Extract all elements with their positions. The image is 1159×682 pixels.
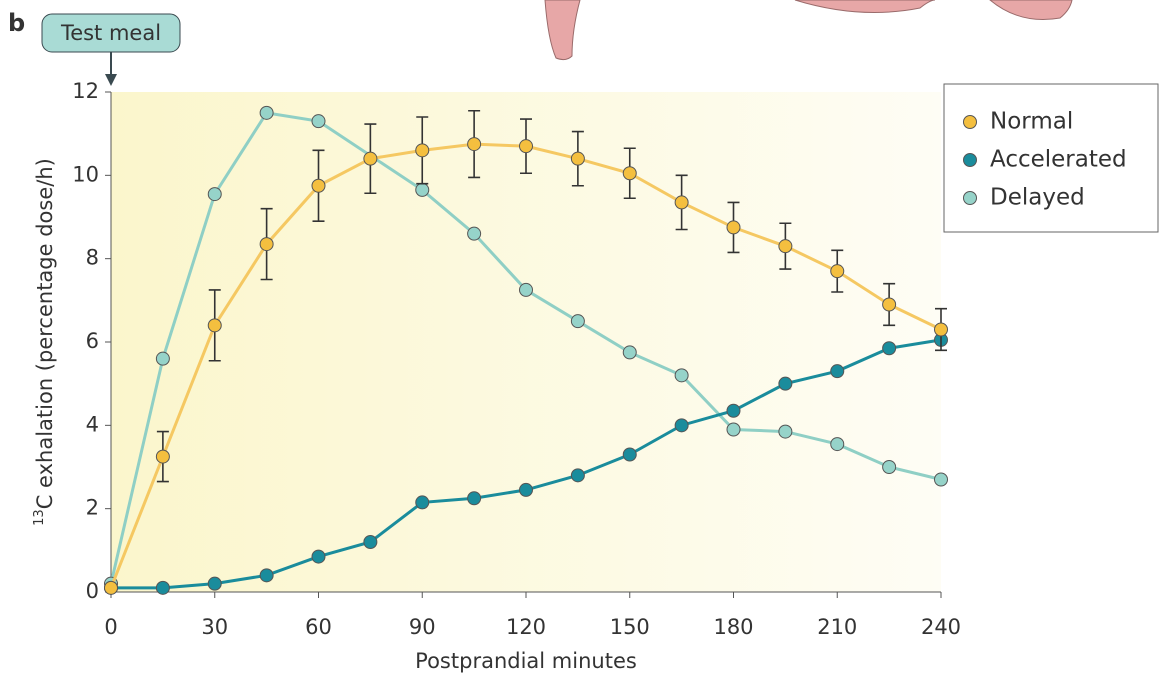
plot-background (111, 92, 941, 592)
marker (155, 449, 170, 464)
y-axis-label: 13C exhalation (percentage dose/h) (32, 158, 58, 526)
legend-label: Accelerated (990, 147, 1127, 173)
x-axis-label: Postprandial minutes (415, 649, 637, 673)
marker (726, 403, 741, 418)
illustration (544, 0, 581, 61)
marker (467, 226, 482, 241)
marker (674, 195, 689, 210)
marker (311, 549, 326, 564)
x-tick-label: 240 (921, 615, 961, 639)
marker (830, 437, 845, 452)
marker (259, 237, 274, 252)
marker (570, 151, 585, 166)
y-tick-label: 2 (86, 496, 99, 520)
x-tick-label: 150 (610, 615, 650, 639)
legend-label: Normal (990, 109, 1073, 135)
marker (934, 322, 948, 337)
y-tick-label: 10 (72, 162, 99, 186)
marker (882, 297, 897, 312)
marker (570, 468, 585, 483)
marker (778, 424, 793, 439)
marker (259, 105, 274, 120)
legend-marker (963, 191, 977, 205)
arrow-head (105, 74, 117, 86)
marker (778, 376, 793, 391)
legend-marker (963, 153, 977, 167)
y-axis-label-text: C exhalation (percentage dose/h) (33, 158, 57, 509)
marker (415, 143, 430, 158)
marker (674, 368, 689, 383)
marker (155, 580, 170, 595)
x-tick-label: 90 (409, 615, 436, 639)
x-tick-label: 0 (104, 615, 117, 639)
panel-label: b (8, 9, 25, 37)
x-tick-label: 60 (305, 615, 332, 639)
marker (778, 239, 793, 254)
x-tick-label: 120 (506, 615, 546, 639)
marker (519, 139, 533, 154)
illustration (794, 0, 1073, 21)
marker (415, 182, 430, 197)
x-tick-label: 180 (713, 615, 753, 639)
marker (726, 220, 741, 235)
marker (311, 114, 326, 129)
marker (259, 568, 274, 583)
marker (363, 535, 378, 549)
legend (943, 83, 1159, 233)
x-tick-label: 30 (201, 615, 228, 639)
marker (882, 460, 897, 474)
y-tick-label: 0 (86, 579, 99, 603)
y-tick-label: 12 (72, 79, 99, 103)
marker (570, 314, 585, 329)
marker (934, 472, 948, 487)
marker (155, 351, 170, 366)
marker (467, 491, 482, 506)
marker (830, 264, 845, 279)
annotation: Test meal (60, 21, 161, 45)
y-axis-label-sup: 13 (32, 509, 47, 526)
marker (207, 318, 222, 333)
marker (311, 178, 326, 193)
marker (207, 576, 222, 591)
marker (674, 418, 689, 433)
marker (830, 364, 845, 379)
marker (882, 341, 897, 356)
x-tick-label: 210 (817, 615, 857, 639)
marker (207, 187, 222, 202)
marker (363, 151, 378, 166)
marker (622, 166, 637, 181)
series-line (109, 111, 942, 585)
marker (519, 482, 533, 497)
marker (622, 345, 637, 360)
marker (467, 137, 482, 152)
marker (622, 447, 637, 462)
y-tick-label: 6 (86, 329, 99, 353)
marker (415, 495, 430, 510)
marker (519, 282, 533, 297)
legend-marker (963, 115, 977, 129)
y-tick-label: 4 (86, 412, 99, 436)
marker (726, 422, 741, 437)
y-tick-label: 8 (86, 246, 99, 270)
marker (104, 580, 118, 595)
legend-label: Delayed (990, 185, 1085, 211)
